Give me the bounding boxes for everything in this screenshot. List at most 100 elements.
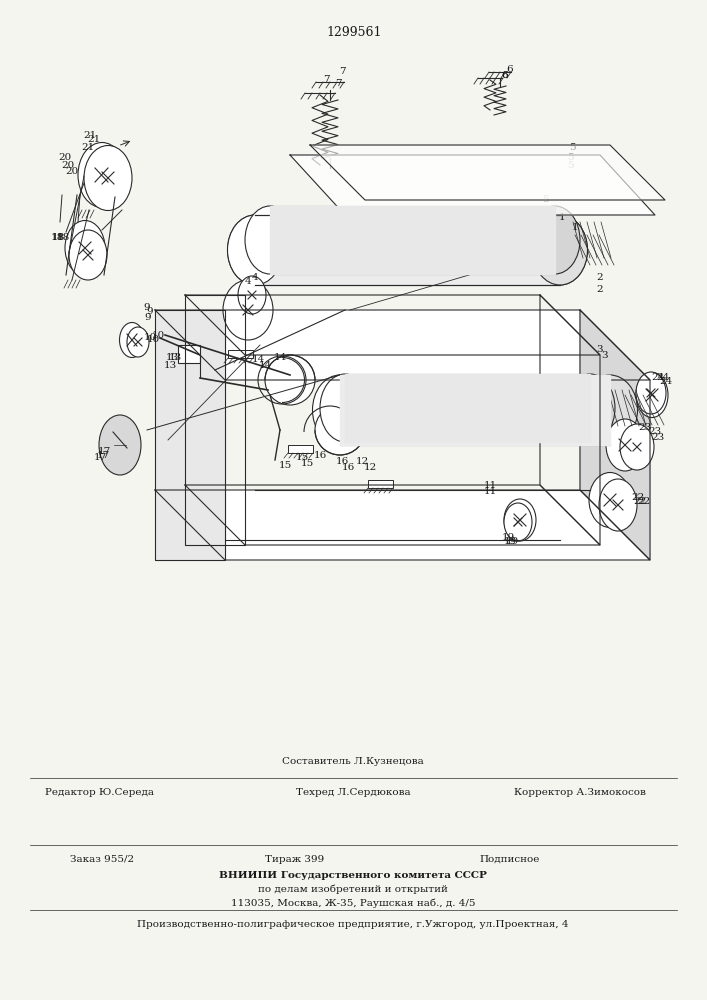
Text: 5: 5 [567, 160, 573, 169]
Text: 14: 14 [258, 360, 271, 369]
Text: 12: 12 [363, 464, 377, 473]
Text: 21: 21 [81, 143, 95, 152]
Text: 5: 5 [542, 196, 549, 205]
Text: 13: 13 [168, 354, 182, 362]
Text: 13: 13 [163, 360, 177, 369]
Text: 17: 17 [96, 452, 110, 460]
Text: 23: 23 [651, 434, 665, 442]
Text: 20: 20 [62, 160, 75, 169]
Ellipse shape [223, 280, 273, 340]
Text: 19: 19 [501, 534, 515, 542]
Bar [368, 480, 393, 488]
Text: 18: 18 [52, 233, 64, 242]
Text: 23: 23 [648, 428, 662, 436]
Bar [288, 445, 313, 453]
Text: 14: 14 [252, 356, 264, 364]
Text: 7: 7 [322, 76, 329, 85]
Text: 6: 6 [502, 70, 508, 80]
Text: 6: 6 [502, 70, 508, 80]
Polygon shape [580, 310, 650, 560]
Bar [178, 345, 200, 363]
Text: 4: 4 [245, 277, 251, 286]
Text: Производственно-полиграфическое предприятие, г.Ужгород, ул.Проектная, 4: Производственно-полиграфическое предприя… [137, 920, 568, 929]
Text: по делам изобретений и открытий: по делам изобретений и открытий [258, 885, 448, 894]
Text: 20: 20 [59, 153, 71, 162]
Text: Заказ 955/2: Заказ 955/2 [70, 855, 134, 864]
Text: Составитель Л.Кузнецова: Составитель Л.Кузнецова [282, 757, 424, 766]
Text: 1: 1 [559, 214, 566, 223]
Text: 7: 7 [339, 68, 345, 77]
Ellipse shape [320, 374, 370, 442]
Ellipse shape [636, 372, 668, 418]
Ellipse shape [78, 142, 126, 208]
Bar [228, 350, 253, 358]
Text: 10: 10 [144, 334, 157, 342]
Ellipse shape [530, 206, 580, 274]
Text: 10: 10 [146, 336, 160, 344]
Ellipse shape [65, 221, 105, 275]
Text: 18: 18 [57, 233, 69, 242]
Ellipse shape [315, 405, 365, 455]
Text: 22: 22 [633, 497, 647, 506]
Text: 17: 17 [98, 448, 110, 456]
Text: 16: 16 [313, 450, 327, 460]
Text: 9: 9 [146, 308, 153, 316]
Ellipse shape [636, 372, 666, 414]
Text: Тираж 399: Тираж 399 [265, 855, 325, 864]
Text: 24: 24 [651, 373, 665, 382]
Polygon shape [270, 206, 555, 274]
Text: 11: 11 [484, 488, 496, 496]
Text: 24: 24 [660, 377, 672, 386]
Text: 10: 10 [151, 330, 165, 340]
Ellipse shape [127, 327, 149, 357]
Ellipse shape [119, 322, 144, 358]
Ellipse shape [312, 375, 368, 445]
Text: 2: 2 [597, 273, 603, 282]
Text: 3: 3 [602, 351, 608, 360]
Text: 3: 3 [597, 346, 603, 355]
Text: 19: 19 [503, 538, 517, 546]
Text: Корректор А.Зимокосов: Корректор А.Зимокосов [514, 788, 646, 797]
Ellipse shape [228, 215, 283, 285]
Text: 5: 5 [568, 143, 575, 152]
Text: ВНИИПИ Государственного комитета СССР: ВНИИПИ Государственного комитета СССР [219, 871, 487, 880]
Text: 12: 12 [356, 458, 368, 466]
Polygon shape [155, 490, 650, 560]
Text: 20: 20 [65, 167, 78, 176]
Text: 21: 21 [83, 130, 97, 139]
Text: 15: 15 [296, 454, 309, 462]
Text: 113035, Москва, Ж-35, Раушская наб., д. 4/5: 113035, Москва, Ж-35, Раушская наб., д. … [230, 899, 475, 908]
Text: 9: 9 [145, 314, 151, 322]
Text: 4: 4 [252, 273, 258, 282]
Ellipse shape [245, 206, 295, 274]
Text: 13: 13 [165, 354, 179, 362]
Ellipse shape [69, 230, 107, 280]
Text: 1299561: 1299561 [326, 25, 382, 38]
Text: Подписное: Подписное [480, 855, 540, 864]
Ellipse shape [504, 499, 536, 541]
Ellipse shape [620, 424, 654, 470]
Text: 7: 7 [334, 80, 341, 89]
Text: 15: 15 [300, 458, 314, 468]
Ellipse shape [228, 215, 283, 285]
Polygon shape [255, 215, 560, 285]
Ellipse shape [106, 418, 134, 462]
Ellipse shape [265, 355, 315, 405]
Text: 8: 8 [485, 380, 491, 389]
Text: 1: 1 [572, 224, 578, 232]
Text: 24: 24 [656, 373, 670, 382]
Text: 21: 21 [88, 135, 100, 144]
Text: Редактор Ю.Середа: Редактор Ю.Середа [45, 788, 155, 797]
Text: 22: 22 [631, 493, 645, 502]
Text: 5: 5 [567, 153, 573, 162]
Polygon shape [345, 374, 590, 442]
Ellipse shape [599, 479, 637, 531]
Text: 22: 22 [638, 497, 650, 506]
Text: 16: 16 [335, 458, 349, 466]
Text: 11: 11 [484, 481, 496, 489]
Text: 14: 14 [274, 354, 286, 362]
Text: 17: 17 [93, 454, 107, 462]
Ellipse shape [84, 145, 132, 211]
Text: 23: 23 [638, 424, 652, 432]
Text: 16: 16 [341, 464, 355, 473]
